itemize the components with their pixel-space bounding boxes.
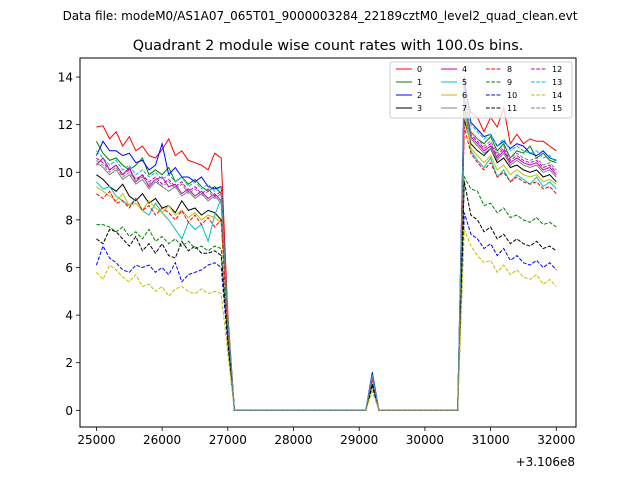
x-tick-label: 32000 [537, 433, 575, 447]
legend-label-10: 10 [507, 91, 517, 100]
legend-frame [389, 61, 573, 119]
figure-suptitle: Data file: modeM0/AS1A07_065T01_90000032… [63, 9, 578, 23]
legend-label-5: 5 [462, 78, 467, 87]
chart-title: Quadrant 2 module wise count rates with … [133, 38, 524, 54]
x-offset-label: +3.106e8 [516, 455, 575, 469]
x-tick-label: 25000 [77, 433, 115, 447]
legend-label-9: 9 [507, 78, 512, 87]
legend-label-4: 4 [462, 65, 467, 74]
legend-label-13: 13 [552, 78, 562, 87]
legend-label-14: 14 [552, 91, 562, 100]
y-tick-label: 0 [65, 404, 73, 418]
legend-label-7: 7 [462, 104, 467, 113]
plot-lines [95, 76, 557, 411]
legend-label-3: 3 [417, 104, 422, 113]
x-tick-label: 29000 [340, 433, 378, 447]
series-line-13 [96, 91, 557, 411]
series-line-8 [96, 126, 557, 411]
y-tick-label: 14 [58, 71, 73, 85]
legend-label-0: 0 [417, 65, 422, 74]
legend-label-12: 12 [552, 65, 562, 74]
x-axis: 25000 26000 27000 28000 29000 30000 31000 32000 [77, 427, 575, 447]
y-tick-label: 4 [65, 309, 73, 323]
legend-label-11: 11 [507, 104, 517, 113]
legend-label-8: 8 [507, 65, 512, 74]
y-tick-label: 2 [65, 356, 73, 370]
y-tick-label: 12 [58, 118, 73, 132]
x-tick-label: 27000 [209, 433, 247, 447]
x-tick-label: 31000 [472, 433, 510, 447]
series-line-15 [96, 98, 557, 411]
legend-label-2: 2 [417, 91, 422, 100]
legend-label-1: 1 [417, 78, 422, 87]
y-tick-label: 8 [65, 213, 73, 227]
y-tick-label: 10 [58, 166, 73, 180]
y-axis: 0 2 4 6 8 10 12 14 [58, 71, 80, 418]
plot-frame [79, 57, 577, 428]
legend-label-6: 6 [462, 91, 467, 100]
x-tick-label: 26000 [143, 433, 181, 447]
legend-label-15: 15 [552, 104, 562, 113]
x-tick-label: 30000 [406, 433, 444, 447]
x-tick-label: 28000 [274, 433, 312, 447]
y-tick-label: 6 [65, 261, 73, 275]
